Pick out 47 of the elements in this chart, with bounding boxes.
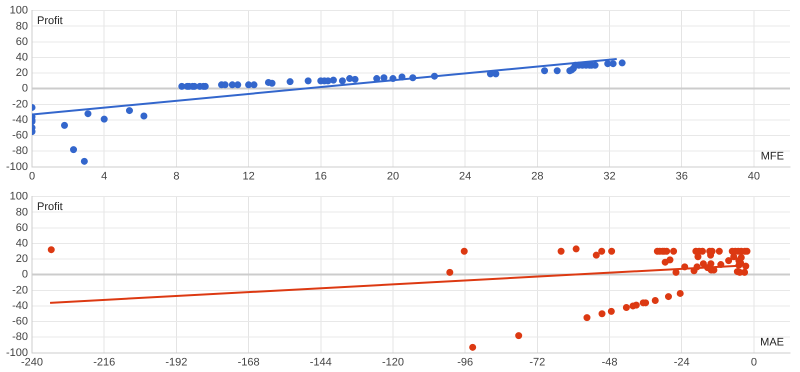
y-tick-label: -20 (12, 284, 28, 296)
y-axis-title: Profit (37, 15, 63, 28)
x-tick-label: -120 (382, 356, 404, 368)
y-tick-label: -60 (12, 316, 28, 328)
x-tick-label: -216 (93, 356, 116, 368)
x-tick-label: -48 (602, 356, 618, 368)
y-tick-label: -20 (12, 98, 28, 110)
x-tick-label: 28 (531, 170, 544, 182)
x-tick-label: -240 (21, 356, 44, 368)
x-tick-label: 36 (676, 170, 688, 182)
y-tick-label: 0 (22, 82, 28, 95)
y-tick-label: 100 (10, 4, 28, 17)
x-tick-label: -96 (457, 356, 474, 368)
y-tick-label: 60 (16, 36, 28, 48)
x-tick-label: -24 (674, 356, 690, 368)
x-tick-label: 24 (459, 170, 472, 182)
y-tick-label: 40 (16, 237, 28, 250)
x-tick-label: 40 (748, 170, 760, 182)
x-tick-label: -144 (310, 356, 332, 368)
y-tick-label: 80 (16, 206, 28, 218)
x-tick-label: 0 (750, 356, 757, 368)
y-tick-label: 20 (16, 67, 28, 80)
y-tick-label: -80 (12, 145, 28, 158)
y-tick-label: -100 (6, 160, 28, 173)
y-tick-label: 40 (16, 51, 28, 64)
x-tick-label: 12 (242, 170, 255, 182)
y-tick-label: -100 (6, 346, 28, 359)
y-tick-label: -40 (12, 114, 28, 126)
x-tick-label: 4 (101, 170, 108, 182)
x-tick-label: -72 (529, 356, 546, 368)
x-tick-label: 20 (386, 170, 400, 182)
x-tick-label: -168 (238, 356, 260, 368)
x-tick-label: 16 (314, 170, 327, 182)
x-tick-label: 32 (603, 170, 616, 182)
x-tick-label: 8 (173, 170, 180, 182)
y-tick-label: 60 (16, 222, 28, 234)
y-tick-label: -80 (12, 331, 28, 344)
y-tick-label: 20 (16, 253, 28, 266)
x-axis-title: MFE (760, 150, 784, 162)
y-tick-label: 80 (16, 20, 28, 32)
x-tick-label: -192 (165, 356, 188, 368)
y-tick-label: -40 (12, 300, 28, 312)
y-tick-label: 0 (22, 268, 28, 281)
y-axis-title: Profit (37, 201, 63, 214)
x-axis-title: MAE (760, 336, 784, 348)
y-tick-label: -60 (12, 130, 28, 142)
y-tick-label: 100 (10, 190, 28, 203)
